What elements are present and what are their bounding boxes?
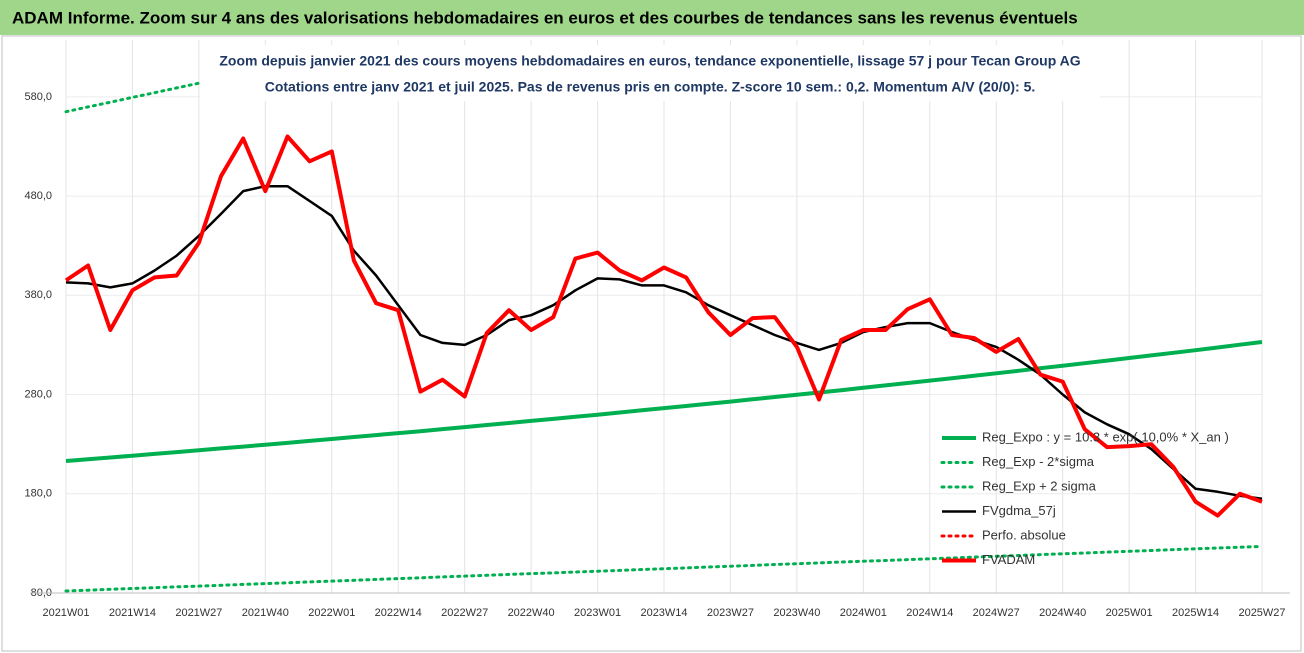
x-tick-label: 2021W40	[242, 607, 289, 619]
legend-label: Perfo. absolue	[982, 527, 1066, 542]
series-line	[64, 134, 1263, 518]
x-tick-label: 2021W14	[109, 607, 156, 619]
x-tick-label: 2021W27	[175, 607, 222, 619]
chart-title: Zoom depuis janvier 2021 des cours moyen…	[219, 53, 1080, 69]
x-tick-label: 2021W01	[42, 607, 89, 619]
x-tick-label: 2024W27	[973, 607, 1020, 619]
x-tick-label: 2025W01	[1106, 607, 1153, 619]
legend-label: Reg_Exp - 2*sigma	[982, 454, 1095, 469]
x-tick-label: 2023W40	[773, 607, 820, 619]
header-bar	[0, 0, 1304, 35]
chart-subtitle: Cotations entre janv 2021 et juil 2025. …	[265, 79, 1036, 95]
legend-label: FVgdma_57j	[982, 503, 1056, 518]
x-tick-label: 2025W14	[1172, 607, 1219, 619]
x-tick-label: 2022W14	[375, 607, 422, 619]
x-tick-label: 2024W40	[1039, 607, 1086, 619]
y-tick-label: 580,0	[24, 91, 52, 103]
y-tick-label: 480,0	[24, 190, 52, 202]
x-tick-label: 2022W01	[308, 607, 355, 619]
legend-label: Reg_Expo : y = 10.3 * exp( 10,0% * X_an …	[982, 429, 1229, 444]
header-title: ADAM Informe. Zoom sur 4 ans des valoris…	[12, 8, 1078, 27]
x-tick-label: 2022W27	[441, 607, 488, 619]
x-tick-label: 2024W01	[840, 607, 887, 619]
chart-frame	[1, 35, 1302, 652]
legend-label: Reg_Exp + 2 sigma	[982, 478, 1097, 493]
y-tick-label: 180,0	[24, 488, 52, 500]
x-tick-label: 2025W27	[1238, 607, 1285, 619]
x-tick-label: 2023W01	[574, 607, 621, 619]
x-tick-label: 2024W14	[906, 607, 953, 619]
title-box	[200, 45, 1100, 101]
x-tick-label: 2023W14	[640, 607, 687, 619]
series-line	[64, 544, 1264, 593]
legend-label: FVADAM	[982, 552, 1035, 567]
x-tick-label: 2022W40	[508, 607, 555, 619]
y-tick-label: 280,0	[24, 388, 52, 400]
x-tick-label: 2023W27	[707, 607, 754, 619]
y-tick-label: 380,0	[24, 289, 52, 301]
series-line	[65, 340, 1263, 463]
